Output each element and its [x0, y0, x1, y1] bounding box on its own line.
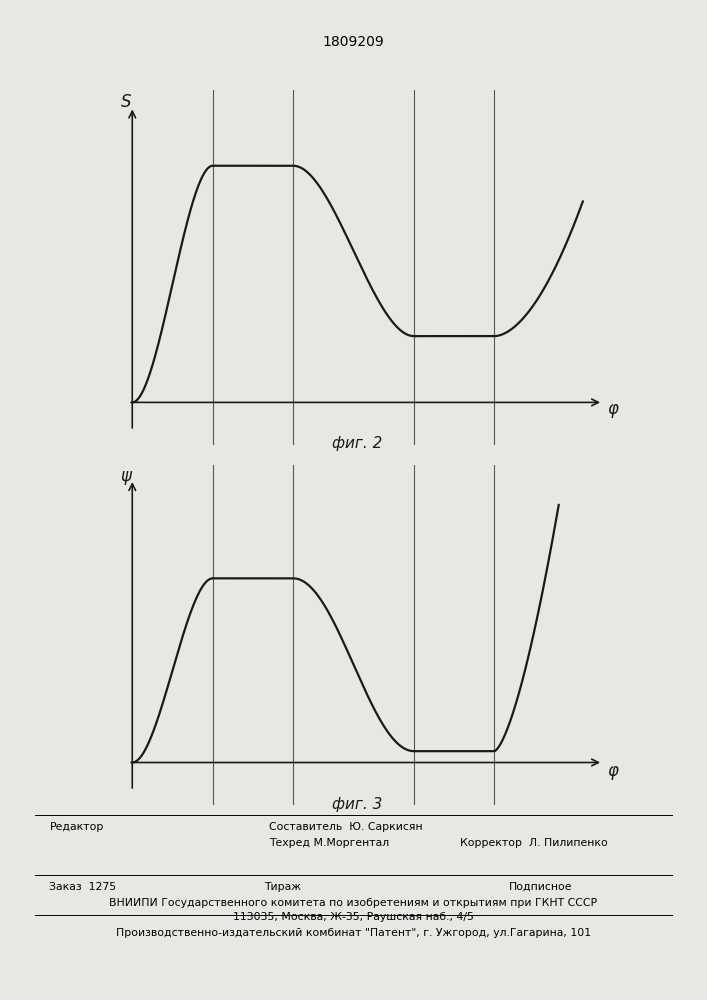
Text: Техред М.Моргентал: Техред М.Моргентал: [269, 838, 389, 848]
Text: Корректор  Л. Пилипенко: Корректор Л. Пилипенко: [460, 838, 607, 848]
Text: 1809209: 1809209: [322, 35, 385, 49]
Text: Тираж: Тираж: [264, 882, 301, 892]
Text: Редактор: Редактор: [49, 822, 104, 832]
Text: Производственно-издательский комбинат "Патент", г. Ужгород, ул.Гагарина, 101: Производственно-издательский комбинат "П…: [116, 928, 591, 938]
Text: фиг. 3: фиг. 3: [332, 796, 382, 812]
Text: φ: φ: [607, 400, 618, 418]
Text: 113035, Москва, Ж-35, Раушская наб., 4/5: 113035, Москва, Ж-35, Раушская наб., 4/5: [233, 912, 474, 922]
Text: Составитель  Ю. Саркисян: Составитель Ю. Саркисян: [269, 822, 422, 832]
Text: ψ: ψ: [120, 467, 132, 485]
Text: Подписное: Подписное: [509, 882, 573, 892]
Text: S: S: [121, 93, 131, 111]
Text: φ: φ: [607, 762, 618, 780]
Text: ВНИИПИ Государственного комитета по изобретениям и открытиям при ГКНТ СССР: ВНИИПИ Государственного комитета по изоб…: [110, 898, 597, 908]
Text: фиг. 2: фиг. 2: [332, 436, 382, 451]
Text: Заказ  1275: Заказ 1275: [49, 882, 117, 892]
